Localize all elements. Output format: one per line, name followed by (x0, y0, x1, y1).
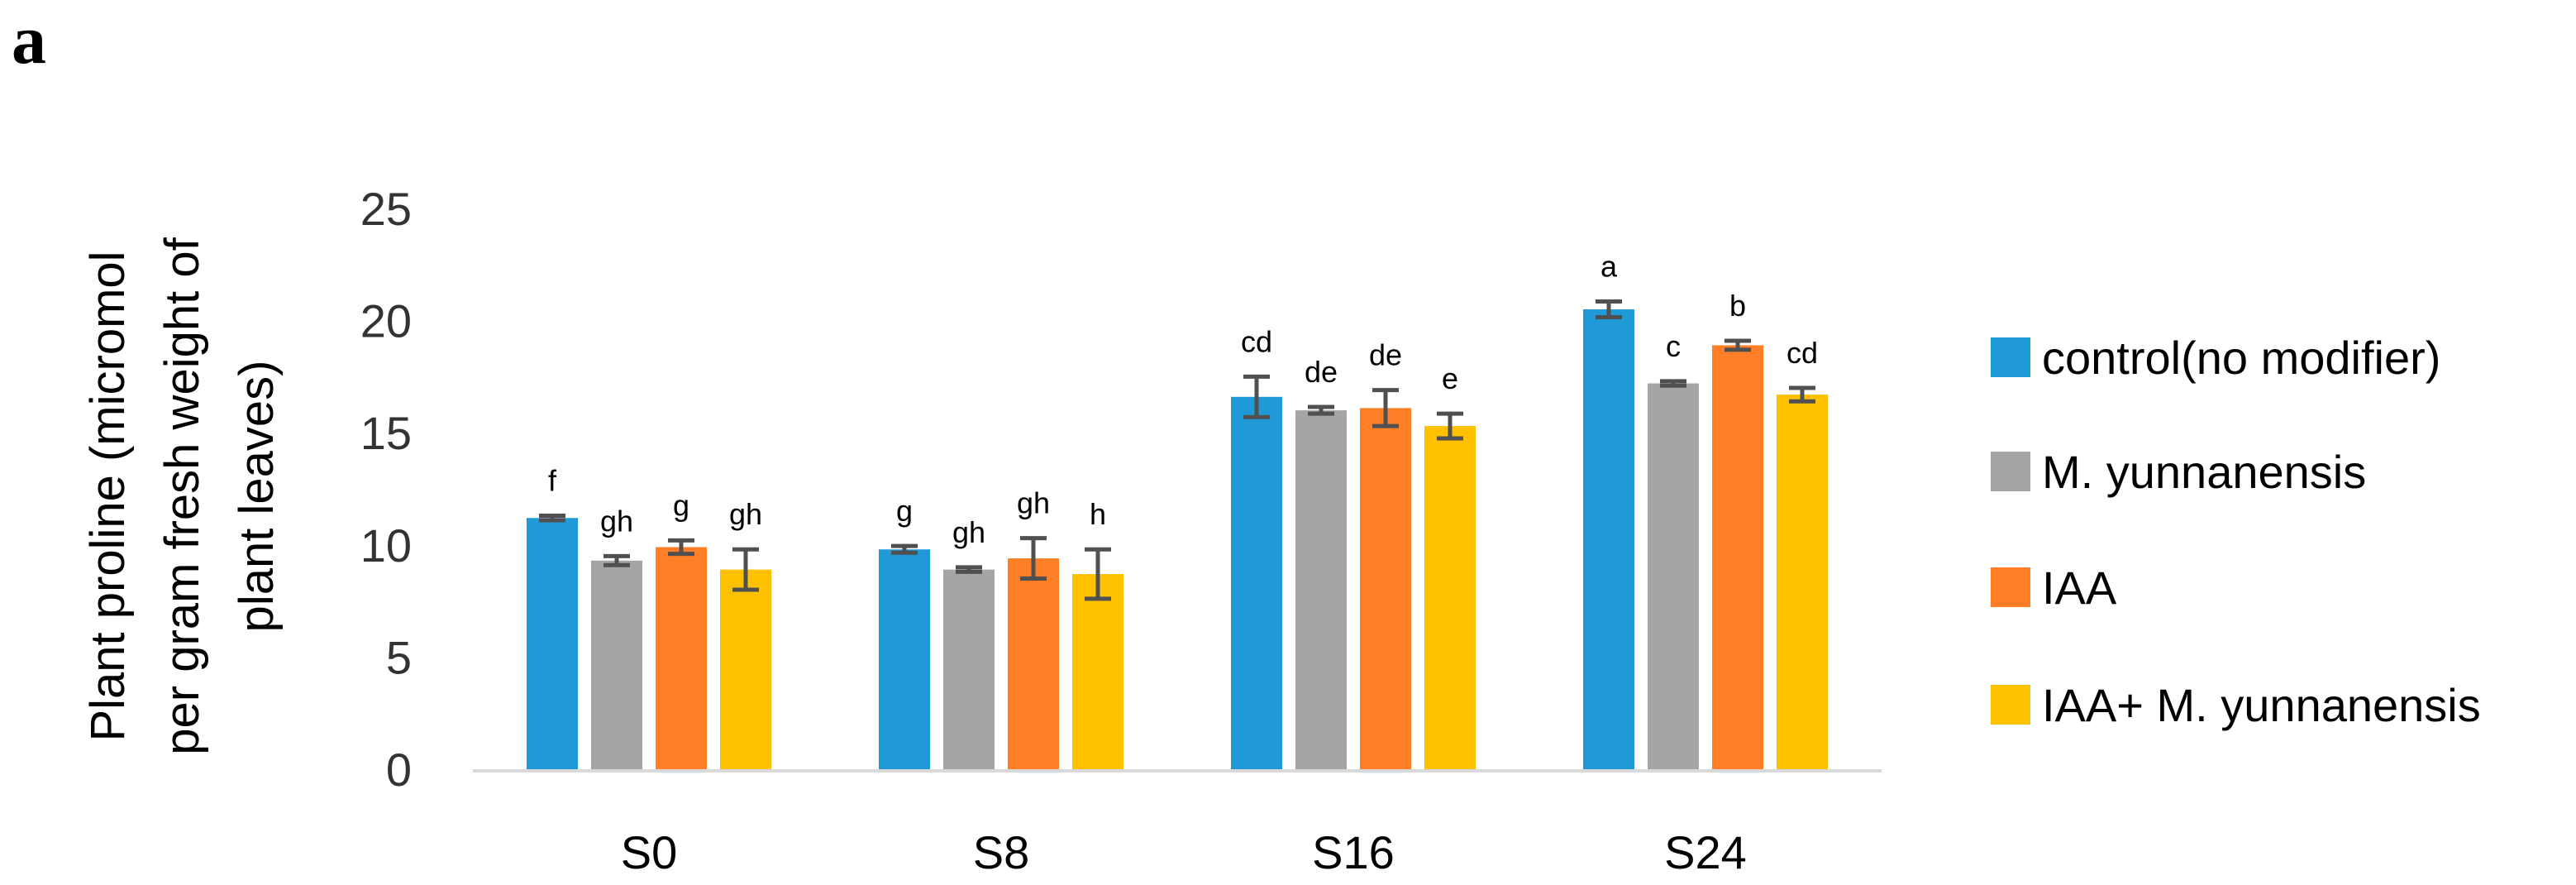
bar (1583, 309, 1634, 769)
x-axis-ticks: S0 S8 S16 S24 (621, 826, 1747, 878)
bar (527, 518, 578, 769)
bar (943, 569, 995, 769)
significance-label: de (1305, 355, 1338, 389)
bar (1424, 426, 1476, 769)
bar (1008, 558, 1059, 769)
significance-label: f (548, 464, 557, 498)
y-tick-label: 0 (386, 744, 412, 796)
x-tick-label: S24 (1664, 826, 1747, 878)
significance-label: g (673, 488, 689, 522)
legend-swatch (1991, 685, 2030, 725)
significance-label: cd (1787, 336, 1818, 370)
bar (1648, 383, 1699, 769)
bar (1231, 396, 1282, 769)
x-tick-label: S16 (1312, 826, 1395, 878)
legend-label: M. yunnanensis (2042, 446, 2366, 498)
bar (1360, 408, 1411, 769)
bar (591, 560, 642, 769)
bar (879, 549, 930, 769)
significance-label: g (896, 494, 913, 528)
significance-label: gh (952, 515, 985, 549)
bar (1295, 410, 1347, 769)
legend: control(no modifier) M. yunnanensis IAA IAA… (1991, 332, 2481, 731)
y-tick-label: 20 (360, 295, 412, 347)
y-tick-label: 25 (360, 183, 412, 235)
x-tick-label: S0 (621, 826, 678, 878)
significance-label: e (1442, 361, 1458, 395)
x-tick-label: S8 (973, 826, 1030, 878)
significance-label: cd (1241, 324, 1272, 358)
y-axis-label-line: Plant proline (micromol (81, 251, 135, 741)
significance-label: gh (600, 504, 633, 538)
y-tick-label: 10 (360, 519, 412, 572)
legend-label: IAA (2042, 562, 2117, 614)
bar (1777, 395, 1828, 769)
legend-swatch (1991, 337, 2030, 377)
bar (656, 547, 707, 769)
significance-label: a (1600, 250, 1618, 284)
significance-label: b (1729, 289, 1746, 323)
y-tick-label: 15 (360, 407, 412, 459)
legend-swatch (1991, 567, 2030, 607)
legend-label: control(no modifier) (2042, 332, 2440, 384)
y-tick-label: 5 (386, 631, 412, 683)
legend-swatch (1991, 452, 2030, 491)
significance-label: de (1369, 338, 1402, 372)
significance-label: c (1666, 329, 1681, 363)
y-axis-ticks: 0 5 10 15 20 25 (360, 183, 412, 796)
significance-label: h (1090, 497, 1106, 531)
bar (1072, 574, 1123, 769)
y-axis-label: Plant proline (micromol per gram fresh we… (81, 237, 284, 754)
bar (720, 569, 771, 769)
panel-letter: a (12, 2, 46, 79)
bar (1712, 345, 1763, 769)
y-axis-label-line: per gram fresh weight of (155, 237, 209, 754)
significance-label: gh (729, 497, 762, 531)
significance-label: gh (1017, 486, 1050, 520)
y-axis-label-line: plant leaves) (230, 361, 284, 633)
legend-label: IAA+ M. yunnanensis (2042, 679, 2481, 731)
